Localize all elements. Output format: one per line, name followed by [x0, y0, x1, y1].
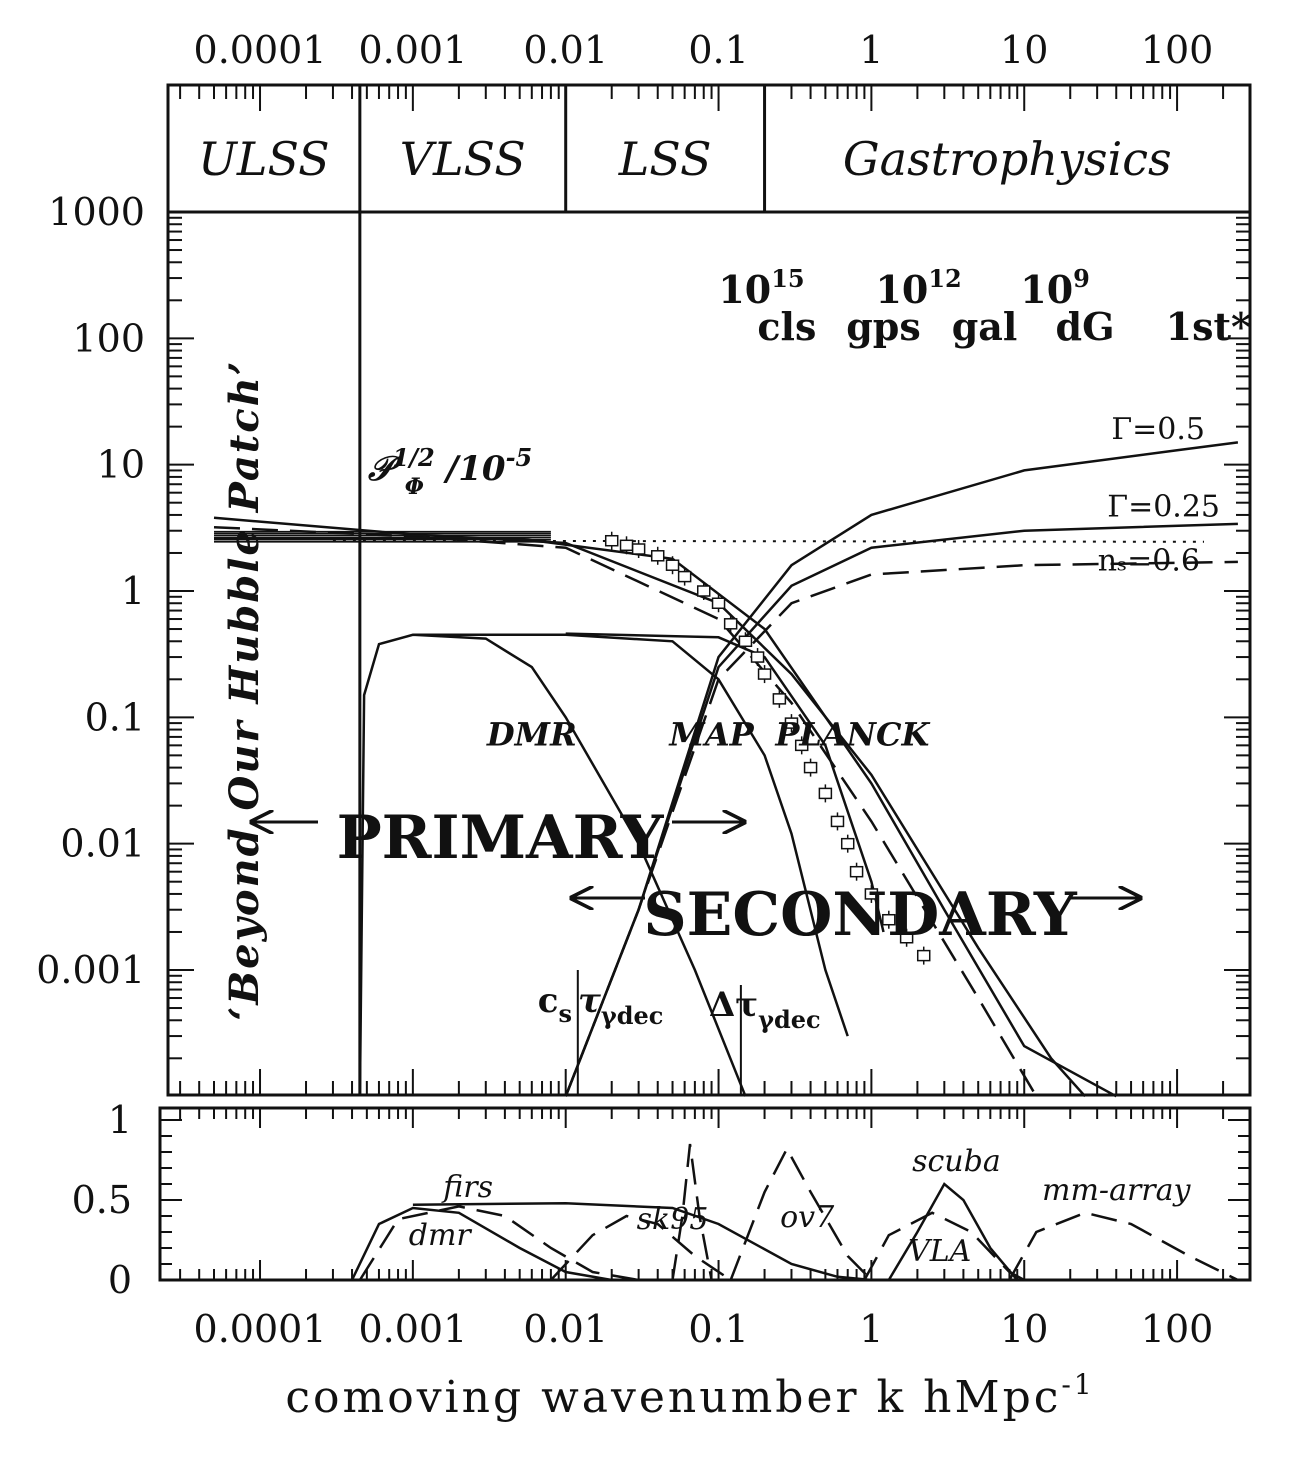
window-sk95-line	[549, 1214, 732, 1282]
top-tick-label: 0.0001	[194, 28, 327, 72]
data-points	[604, 531, 931, 965]
label-ns-0-6: nₛ=0.6	[1098, 544, 1200, 579]
top-tick-label: 10	[1000, 28, 1048, 72]
beyond-hubble-patch-label: ‘Beyond Our Hubble Patch’	[221, 359, 268, 1020]
object-scale-label: gps	[846, 304, 921, 349]
data-point	[849, 862, 864, 881]
x-tick-label: 0.1	[688, 1307, 748, 1351]
data-point	[711, 594, 726, 613]
label-gamma-0-25: Γ=0.25	[1107, 489, 1220, 524]
y-tick-label: 0.1	[85, 695, 145, 739]
data-point	[631, 540, 646, 559]
window-label-mm-array: mm-array	[1042, 1173, 1191, 1208]
data-point	[840, 834, 855, 853]
data-point	[750, 648, 765, 667]
object-scale-label: cls	[757, 304, 816, 349]
window-dmr-line	[350, 1206, 612, 1282]
window-ov7-line	[729, 1146, 873, 1281]
secondary-label: SECONDARY	[643, 880, 1078, 950]
data-point	[738, 632, 753, 651]
data-point	[818, 784, 833, 803]
object-scale-label: dG	[1056, 304, 1115, 349]
label-planck: PLANCK	[774, 715, 930, 753]
series--0-25-line	[564, 522, 1238, 1097]
window-y-tick-label: 0.5	[72, 1178, 132, 1222]
x-tick-label: 0.0001	[194, 1307, 327, 1351]
window-scuba-line	[887, 1182, 1019, 1281]
x-axis-title: comoving wavenumber k hMpc-1	[285, 1368, 1094, 1423]
region-label-ulss: ULSS	[198, 132, 330, 186]
cs-tau-label: cs τγdec	[538, 981, 664, 1030]
top-tick-label: 0.1	[688, 28, 748, 72]
series--0-5-line	[564, 441, 1239, 1097]
series-map-line	[412, 633, 849, 1037]
x-tick-label: 100	[1141, 1307, 1214, 1351]
y-tick-label: 1	[121, 569, 145, 613]
window-label-firs: firs	[441, 1170, 493, 1205]
data-point	[757, 665, 772, 684]
primordial-amplitude-label: 𝒫1/2 Φ/10-5	[368, 443, 532, 500]
x-tick-label: 1	[859, 1307, 883, 1351]
y-tick-label: 100	[72, 316, 145, 360]
data-point	[677, 567, 692, 586]
mass-scale-label: 1015	[718, 264, 804, 312]
series-n-0-6-line	[564, 560, 1238, 1097]
chart-annotations: Γ=0.5 Γ=0.25 nₛ=0.6 DMR MAP PLANCK 1015 1012 109…	[221, 264, 1251, 1095]
window-y-tick-label: 0	[108, 1258, 132, 1302]
window-function-series: firs dmr sk95 ov7 scuba VLA mm-array	[350, 1143, 1239, 1282]
label-dmr: DMR	[486, 715, 577, 753]
data-point	[723, 614, 738, 633]
data-point	[665, 556, 680, 575]
object-scale-label: 1st*	[1166, 304, 1251, 349]
region-label-lss: LSS	[618, 132, 712, 186]
object-scale-label: gal	[952, 304, 1018, 349]
label-gamma-0-5: Γ=0.5	[1111, 412, 1205, 447]
top-tick-label: 0.01	[523, 28, 608, 72]
region-labels: ULSS VLSS LSS Gastrophysics	[198, 85, 1172, 1095]
window-firs-line	[358, 1205, 639, 1282]
label-map: MAP	[668, 715, 754, 753]
data-point	[650, 546, 665, 565]
data-point	[916, 946, 931, 965]
window-label-scuba: scuba	[912, 1144, 1001, 1179]
data-point	[696, 582, 711, 600]
y-tick-label: 0.01	[60, 822, 145, 866]
primary-label: PRIMARY	[337, 803, 665, 873]
window-label-ov7: ov7	[780, 1200, 835, 1235]
series-dmr-line	[358, 633, 747, 1097]
window-label-vla: VLA	[908, 1234, 971, 1269]
data-point	[784, 714, 799, 733]
mass-scale-label: 1012	[875, 264, 961, 312]
top-tick-label: 100	[1141, 28, 1214, 72]
window-y-tick-label: 1	[108, 1098, 132, 1142]
data-point	[772, 689, 787, 708]
x-tick-label: 0.001	[358, 1307, 467, 1351]
y-tick-label: 10	[97, 443, 145, 487]
data-point	[899, 928, 914, 947]
data-point	[604, 531, 619, 550]
x-tick-label: 0.01	[523, 1307, 608, 1351]
region-label-vlss: VLSS	[400, 132, 526, 186]
y-tick-label: 0.001	[36, 948, 145, 992]
data-point	[864, 884, 879, 903]
window-mm-array-line	[1008, 1211, 1239, 1282]
window-label-sk95: sk95	[637, 1202, 709, 1237]
x-tick-label: 10	[1000, 1307, 1048, 1351]
axis-labels: 0.0001 0.001 0.01 0.1 1 10 1000.0001 0.001 0.01 0…	[36, 28, 1213, 1423]
data-point	[882, 910, 896, 929]
data-point	[830, 812, 845, 831]
dtau-label: Δτγdec	[709, 985, 821, 1034]
data-point	[794, 736, 809, 755]
region-label-gastrophysics: Gastrophysics	[843, 132, 1172, 186]
window-curve-4-line	[671, 1143, 713, 1281]
window-panel-frame	[158, 1106, 1252, 1282]
window-curve-2-line	[412, 1201, 872, 1282]
y-tick-label: 1000	[48, 190, 145, 234]
top-tick-label: 1	[859, 28, 883, 72]
data-point	[803, 758, 818, 777]
top-tick-label: 0.001	[358, 28, 467, 72]
mass-scale-label: 109	[1020, 264, 1090, 312]
window-label-dmr: dmr	[409, 1218, 473, 1253]
